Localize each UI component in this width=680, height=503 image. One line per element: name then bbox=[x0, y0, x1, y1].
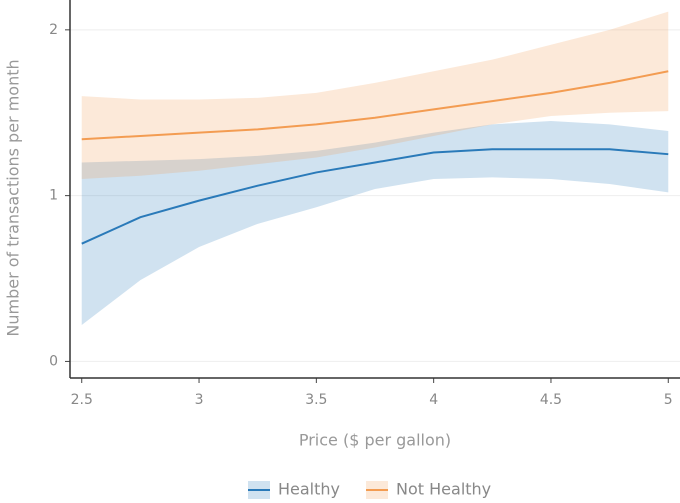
x-tick-label: 2.5 bbox=[71, 392, 93, 408]
y-tick-label: 1 bbox=[49, 188, 58, 204]
x-tick-label: 4.5 bbox=[540, 392, 562, 408]
line bbox=[81, 70, 669, 141]
y-tick-label: 0 bbox=[49, 353, 58, 369]
bands bbox=[81, 11, 669, 325]
x-tick-label: 4 bbox=[429, 392, 438, 408]
legend-label: Healthy bbox=[278, 480, 340, 499]
y-tick-label: 2 bbox=[49, 22, 58, 38]
confidence-band bbox=[81, 121, 669, 325]
legend-label: Not Healthy bbox=[396, 480, 491, 499]
x-tick-label: 5 bbox=[664, 392, 673, 408]
line bbox=[81, 148, 669, 245]
confidence-band bbox=[81, 11, 669, 180]
y-axis-title: Number of transactions per month bbox=[4, 59, 23, 336]
x-tick-label: 3.5 bbox=[305, 392, 327, 408]
x-axis-title: Price ($ per gallon) bbox=[299, 431, 451, 450]
x-tick-label: 3 bbox=[195, 392, 204, 408]
